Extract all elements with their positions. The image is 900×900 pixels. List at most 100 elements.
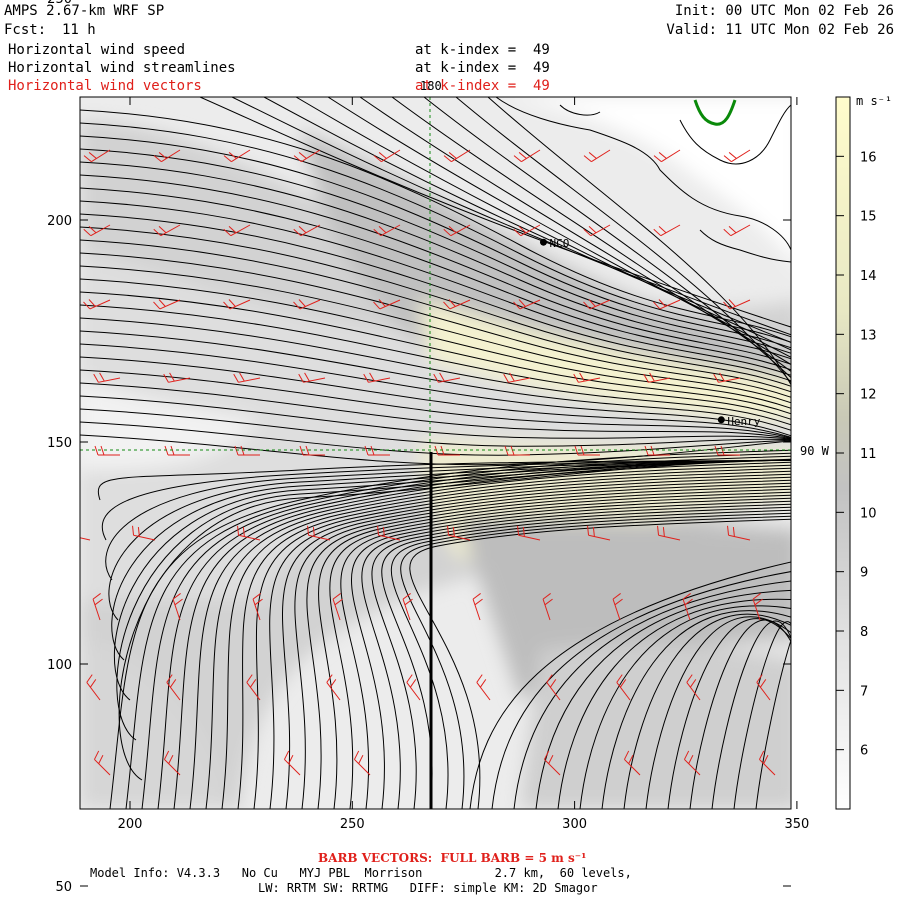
wind-barb-feather — [513, 228, 522, 237]
stations: LVTRDGKENHBGNCOHenryAG2 — [539, 237, 761, 428]
wind-barb-feather — [583, 301, 591, 310]
wind-barb — [379, 299, 401, 310]
wind-barb-feather — [158, 152, 167, 159]
colorbar-ticks: 6 7 8 9 10 11 12 13 14 15 16 — [836, 150, 877, 759]
streamline — [109, 449, 791, 809]
streamline — [221, 470, 791, 809]
streamline — [116, 459, 791, 741]
wind-barb-feather — [163, 373, 169, 383]
streamline — [80, 148, 791, 354]
wind-barb-feather — [358, 754, 364, 764]
wind-barb-feather — [73, 527, 74, 536]
wind-barb-feather — [752, 593, 761, 600]
streamline — [80, 161, 791, 360]
wind-barb-feather — [252, 593, 261, 600]
wind-barb-feather — [443, 228, 452, 237]
wind-barb-feather — [169, 679, 177, 688]
wind-barb-feather — [522, 527, 525, 537]
wind-barb-feather — [628, 754, 634, 764]
wind-barb-feather — [83, 301, 91, 310]
wind-barb-feather — [304, 372, 310, 382]
wind-barb-feather — [334, 598, 343, 606]
streamline — [535, 590, 791, 809]
wind-barb-feather — [293, 301, 301, 310]
wind-barb — [450, 224, 471, 237]
streamline — [487, 97, 791, 386]
wind-barb — [472, 598, 481, 621]
streamline — [755, 638, 791, 809]
wind-barb — [476, 682, 491, 701]
wind-barb-feather — [448, 225, 457, 234]
wind-barb — [686, 682, 701, 701]
wind-barb-feather — [378, 225, 387, 234]
wind-barb-feather — [94, 598, 103, 606]
wind-barb-feather — [353, 750, 360, 760]
wind-barb-feather — [242, 527, 245, 537]
wind-barb — [380, 224, 401, 237]
streamline — [263, 97, 791, 343]
wind-barb-feather — [137, 527, 140, 537]
wind-barb-feather — [364, 445, 369, 456]
streamline — [253, 476, 791, 809]
wind-barb-feather — [649, 372, 655, 382]
wind-barb-feather — [299, 445, 304, 456]
init-time: Init: 00 UTC Mon 02 Feb 26 — [674, 3, 894, 19]
station-marker — [717, 416, 725, 424]
wind-barb-feather — [293, 228, 302, 237]
forecast-hour: 11 h — [62, 22, 96, 38]
wind-barb — [648, 377, 671, 383]
wind-barb-feather — [373, 228, 382, 237]
wind-barb-feather — [653, 301, 661, 310]
wind-barb-feather — [99, 372, 105, 382]
wind-barb-feather — [448, 152, 457, 159]
wind-barb — [86, 682, 101, 701]
streamline — [469, 561, 791, 809]
wind-barb-feather — [588, 225, 597, 234]
streamline — [80, 408, 791, 447]
wind-barb — [508, 377, 531, 383]
physics-info: LW: RRTM SW: RRTMG DIFF: simple KM: 2D S… — [258, 881, 598, 895]
streamline — [80, 343, 791, 437]
wind-barb-feather — [727, 525, 730, 536]
streamline — [173, 461, 791, 809]
streamline — [80, 200, 791, 376]
streamline — [80, 291, 791, 415]
wind-barb — [98, 377, 121, 383]
wind-barb-feather — [723, 301, 731, 310]
streamline — [113, 459, 791, 701]
wind-barb — [168, 377, 191, 383]
wind-barb-feather — [688, 754, 694, 764]
wind-barb — [92, 598, 101, 621]
wind-barb — [326, 682, 341, 701]
wind-barb-feather — [476, 674, 483, 683]
streamline — [491, 571, 791, 809]
colorbar-label: 12 — [860, 388, 877, 403]
wind-barb — [752, 598, 761, 621]
wind-barb-feather — [89, 679, 97, 688]
y-tick-label: 100 — [47, 658, 72, 673]
colorbar-label: 8 — [860, 625, 868, 640]
wind-barb — [449, 299, 471, 310]
wind-barb-feather — [404, 598, 413, 606]
wind-barb-feather — [326, 674, 333, 683]
model-title: AMPS 2.67-km WRF SP — [4, 3, 165, 19]
streamline — [105, 459, 791, 581]
wind-barb — [730, 224, 751, 237]
streamline — [329, 494, 791, 809]
parallel-label: 90 W — [800, 444, 829, 458]
streamline — [189, 464, 791, 809]
wind-barb-feather — [153, 228, 162, 237]
wind-barb-feather — [759, 679, 767, 688]
streamline — [80, 213, 791, 382]
x-tick-label: 200 — [118, 817, 143, 832]
wind-barb-feather — [228, 152, 237, 159]
streamline — [80, 252, 791, 398]
wind-barb — [90, 224, 111, 237]
wind-barb-feather — [448, 299, 456, 307]
wind-barb-feather — [719, 372, 725, 382]
colorbar-label: 7 — [860, 684, 868, 699]
wind-barb-feather — [132, 525, 135, 536]
colorbar-label: 11 — [860, 447, 877, 462]
wind-barb — [354, 759, 371, 776]
streamline — [80, 187, 791, 371]
